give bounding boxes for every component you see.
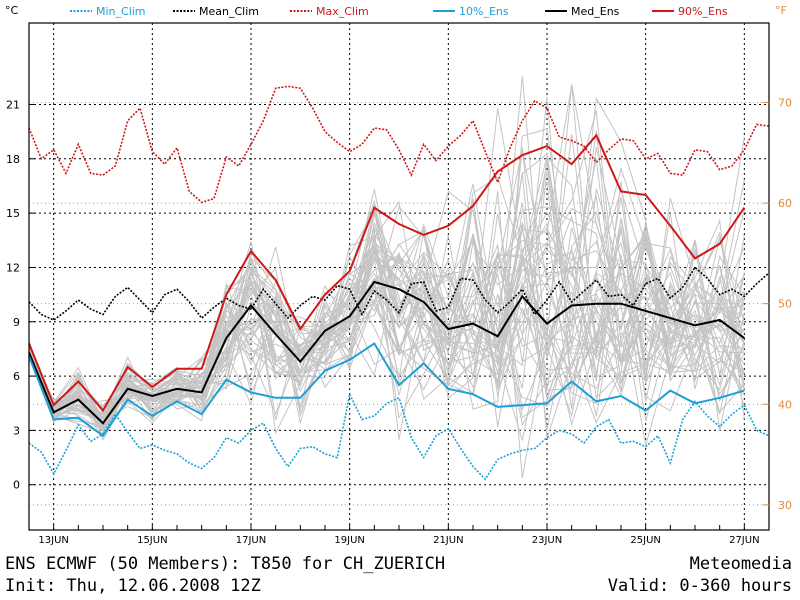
ensemble-member-line xyxy=(28,172,745,439)
ensemble-member-line xyxy=(28,231,745,430)
ensemble-member-line xyxy=(28,228,745,424)
x-tick-label: 19JUN xyxy=(334,535,364,546)
legend-label: 90%_Ens xyxy=(678,5,728,18)
ensemble-member-line xyxy=(28,214,745,433)
legend-label: Max_Clim xyxy=(316,5,369,18)
ensemble-member-line xyxy=(28,243,745,432)
ensemble-member-line xyxy=(28,246,745,429)
left-axis-unit: °C xyxy=(5,4,19,17)
ensemble-member-line xyxy=(28,219,745,440)
left-axis-ticks: 0 3 6 9 12 15 18 21 xyxy=(6,98,35,492)
x-tick-label: 27JUN xyxy=(729,535,759,546)
right-tick-label: 30 xyxy=(778,499,792,512)
ensemble-member-line xyxy=(28,156,745,422)
valid-range: Valid: 0-360 hours xyxy=(607,576,792,596)
median-ens-line xyxy=(28,280,745,425)
legend-label: Min_Clim xyxy=(96,5,146,18)
right-axis-unit: °F xyxy=(775,4,787,17)
x-tick-label: 25JUN xyxy=(630,535,660,546)
init-time: Init: Thu, 12.06.2008 12Z xyxy=(5,576,261,596)
legend-label: 10%_Ens xyxy=(459,5,509,18)
x-axis-ticks: 13JUN 15JUN 17JUN 19JUN 21JUN 23JUN 25JUN 27JUN xyxy=(28,525,770,546)
p90-ens-line xyxy=(28,133,746,413)
left-tick-label: 15 xyxy=(6,207,20,220)
x-tick-label: 23JUN xyxy=(532,535,562,546)
right-axis-ticks: 30 40 50 60 70 xyxy=(763,96,792,512)
ensemble-member-line xyxy=(28,222,745,429)
mean-clim-line xyxy=(28,266,770,321)
max-clim-line xyxy=(28,85,770,204)
legend-label: Med_Ens xyxy=(571,5,620,18)
right-tick-label: 50 xyxy=(778,298,792,311)
ensemble-member-line xyxy=(28,226,745,421)
min-clim-line xyxy=(28,391,770,481)
legend: Min_Clim Mean_Clim Max_Clim 10%_Ens Med_Ens 9… xyxy=(70,5,728,18)
left-tick-label: 0 xyxy=(13,479,20,492)
x-tick-label: 17JUN xyxy=(236,535,266,546)
left-tick-label: 6 xyxy=(13,370,20,383)
x-tick-label: 21JUN xyxy=(433,535,463,546)
right-tick-label: 40 xyxy=(778,398,792,411)
right-tick-label: 70 xyxy=(778,96,792,109)
left-tick-label: 3 xyxy=(13,424,20,437)
left-tick-label: 12 xyxy=(6,261,20,274)
left-tick-label: 21 xyxy=(6,98,20,111)
ensemble-member-line xyxy=(28,210,745,421)
legend-label: Mean_Clim xyxy=(199,5,259,18)
x-tick-label: 13JUN xyxy=(38,535,68,546)
brand-name: Meteomedia xyxy=(689,554,792,574)
left-tick-label: 18 xyxy=(6,153,20,166)
x-tick-label: 15JUN xyxy=(137,535,167,546)
series-lines xyxy=(28,85,770,481)
left-tick-label: 9 xyxy=(13,316,20,329)
chart-title: ENS ECMWF (50 Members): T850 for CH_ZUER… xyxy=(5,554,446,574)
p10-ens-line xyxy=(28,342,745,438)
right-tick-label: 60 xyxy=(778,197,792,210)
